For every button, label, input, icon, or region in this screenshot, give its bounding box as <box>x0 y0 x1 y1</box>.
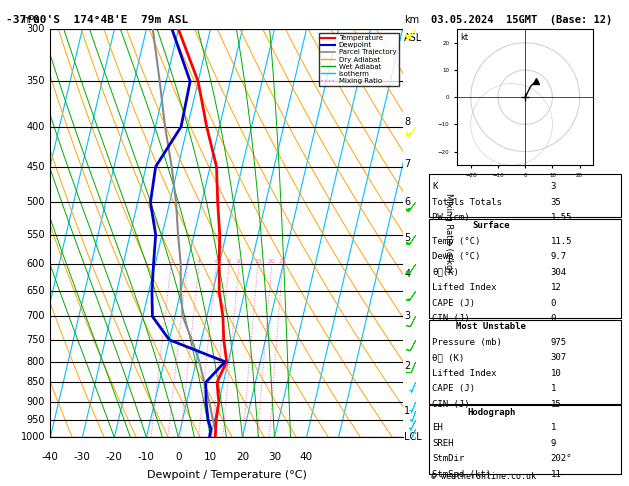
Text: 40: 40 <box>300 451 313 462</box>
Text: Mixing Ratio (g/kg): Mixing Ratio (g/kg) <box>444 193 453 273</box>
Text: SREH: SREH <box>432 439 454 448</box>
Text: 500: 500 <box>26 197 45 208</box>
Text: © weatheronline.co.uk: © weatheronline.co.uk <box>431 472 536 481</box>
Text: -40: -40 <box>42 451 58 462</box>
Text: 0: 0 <box>175 451 182 462</box>
Text: StmDir: StmDir <box>432 454 464 464</box>
Text: 2: 2 <box>404 361 411 371</box>
Text: 975: 975 <box>550 338 567 347</box>
Text: 10: 10 <box>550 369 561 378</box>
Text: 0: 0 <box>550 314 556 324</box>
Text: 11: 11 <box>550 470 561 479</box>
Text: Dewpoint / Temperature (°C): Dewpoint / Temperature (°C) <box>147 470 306 480</box>
Text: 750: 750 <box>26 335 45 345</box>
Text: K: K <box>432 182 438 191</box>
Text: 8: 8 <box>404 118 411 127</box>
Text: -10: -10 <box>138 451 155 462</box>
Text: 03.05.2024  15GMT  (Base: 12): 03.05.2024 15GMT (Base: 12) <box>431 15 612 25</box>
Text: Dewp (°C): Dewp (°C) <box>432 252 481 261</box>
Text: LCL: LCL <box>404 433 422 442</box>
Text: 10: 10 <box>235 259 243 264</box>
Text: 5: 5 <box>404 233 411 243</box>
Text: -30: -30 <box>74 451 91 462</box>
Text: 700: 700 <box>26 312 45 321</box>
Text: 307: 307 <box>550 353 567 363</box>
Text: 6: 6 <box>404 197 411 208</box>
Text: 4: 4 <box>404 269 411 279</box>
Text: 1000: 1000 <box>21 433 45 442</box>
Text: 20: 20 <box>236 451 249 462</box>
Text: 15: 15 <box>550 400 561 409</box>
Text: PW (cm): PW (cm) <box>432 213 470 223</box>
Text: kt: kt <box>460 33 468 42</box>
Text: StmSpd (kt): StmSpd (kt) <box>432 470 491 479</box>
Text: 800: 800 <box>26 357 45 367</box>
Text: 9.7: 9.7 <box>550 252 567 261</box>
Text: Lifted Index: Lifted Index <box>432 369 497 378</box>
Text: 3: 3 <box>404 312 411 321</box>
Text: 1: 1 <box>550 384 556 394</box>
Text: 1: 1 <box>404 406 411 416</box>
Text: 202°: 202° <box>550 454 572 464</box>
Text: Surface: Surface <box>472 221 510 230</box>
Text: θᴇ (K): θᴇ (K) <box>432 353 464 363</box>
Text: Hodograph: Hodograph <box>467 408 515 417</box>
Text: CAPE (J): CAPE (J) <box>432 384 475 394</box>
Text: 2: 2 <box>169 259 173 264</box>
Text: 450: 450 <box>26 162 45 172</box>
Text: 400: 400 <box>26 122 45 132</box>
Text: ASL: ASL <box>404 34 423 43</box>
Text: 304: 304 <box>550 268 567 277</box>
Text: 8: 8 <box>227 259 231 264</box>
Text: Lifted Index: Lifted Index <box>432 283 497 293</box>
Text: 30: 30 <box>268 451 281 462</box>
Text: 1: 1 <box>550 423 556 433</box>
Text: 600: 600 <box>26 259 45 269</box>
Text: 650: 650 <box>26 286 45 296</box>
Text: 950: 950 <box>26 415 45 425</box>
Legend: Temperature, Dewpoint, Parcel Trajectory, Dry Adiabat, Wet Adiabat, Isotherm, Mi: Temperature, Dewpoint, Parcel Trajectory… <box>318 33 399 87</box>
Text: 20: 20 <box>268 259 276 264</box>
Text: 0: 0 <box>550 299 556 308</box>
Text: 550: 550 <box>26 230 45 240</box>
Text: 15: 15 <box>254 259 262 264</box>
Text: 10: 10 <box>204 451 217 462</box>
Text: 900: 900 <box>26 397 45 407</box>
Text: 4: 4 <box>197 259 201 264</box>
Text: EH: EH <box>432 423 443 433</box>
Text: 9: 9 <box>550 439 556 448</box>
Text: Totals Totals: Totals Totals <box>432 198 502 207</box>
Text: Pressure (mb): Pressure (mb) <box>432 338 502 347</box>
Text: -20: -20 <box>106 451 123 462</box>
Text: 6: 6 <box>214 259 218 264</box>
Text: Most Unstable: Most Unstable <box>456 322 526 331</box>
Text: 11.5: 11.5 <box>550 237 572 246</box>
Text: Temp (°C): Temp (°C) <box>432 237 481 246</box>
Text: CIN (J): CIN (J) <box>432 400 470 409</box>
Text: 35: 35 <box>550 198 561 207</box>
Text: 25: 25 <box>279 259 287 264</box>
Text: 350: 350 <box>26 76 45 87</box>
Text: CIN (J): CIN (J) <box>432 314 470 324</box>
Text: 1.55: 1.55 <box>550 213 572 223</box>
Text: -37°00'S  174°4B'E  79m ASL: -37°00'S 174°4B'E 79m ASL <box>6 15 189 25</box>
Text: hPa: hPa <box>22 15 40 25</box>
Text: 12: 12 <box>550 283 561 293</box>
Text: θᴇ(K): θᴇ(K) <box>432 268 459 277</box>
Text: km: km <box>404 15 420 25</box>
Text: CAPE (J): CAPE (J) <box>432 299 475 308</box>
Text: 850: 850 <box>26 377 45 387</box>
Text: 300: 300 <box>26 24 45 34</box>
Text: 3: 3 <box>186 259 189 264</box>
Text: 7: 7 <box>404 158 411 169</box>
Text: 3: 3 <box>550 182 556 191</box>
